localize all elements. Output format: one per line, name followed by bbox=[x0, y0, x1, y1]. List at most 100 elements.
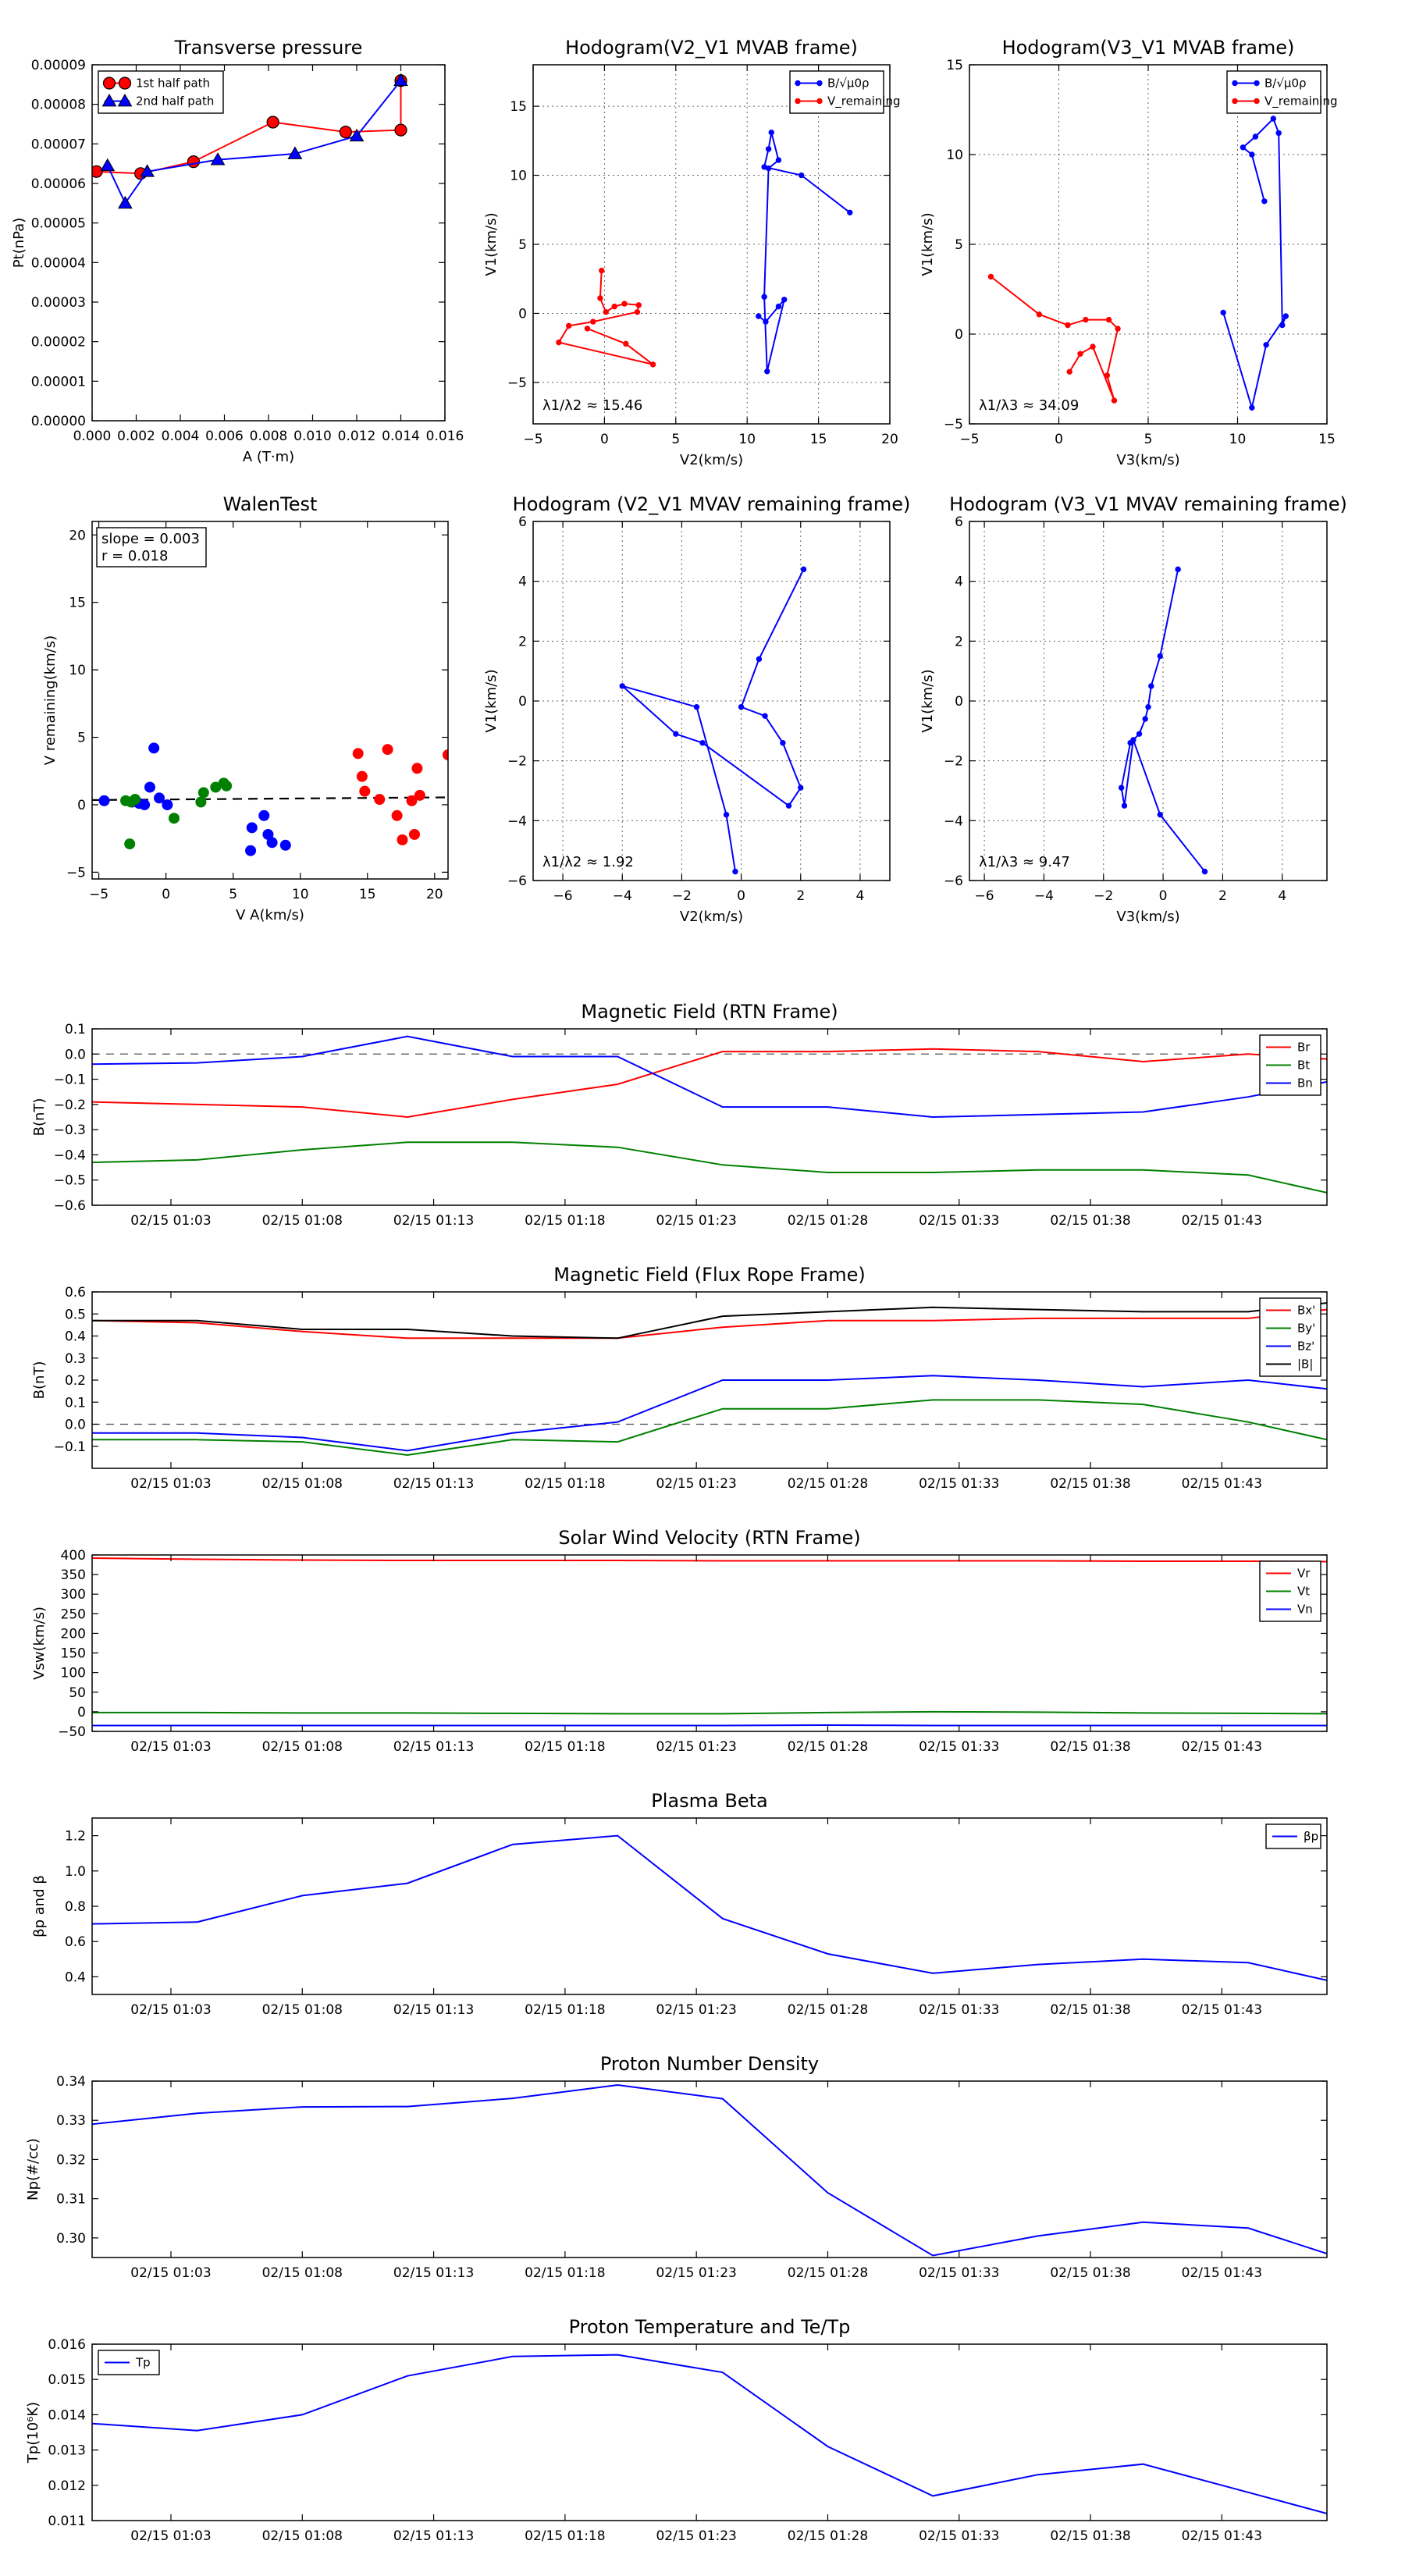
plot-area bbox=[92, 1035, 1327, 1194]
legend-label: Vt bbox=[1297, 1585, 1310, 1599]
data-point bbox=[210, 781, 222, 793]
data-point bbox=[603, 308, 609, 315]
x-tick-label: 02/15 01:43 bbox=[1182, 2528, 1262, 2544]
y-tick-label: −0.3 bbox=[54, 1123, 86, 1138]
y-axis-label: B(nT) bbox=[31, 1098, 48, 1137]
y-tick-label: 0.00009 bbox=[31, 58, 86, 73]
series-line-1 bbox=[92, 1399, 1327, 1457]
data-point bbox=[599, 267, 605, 274]
data-point bbox=[621, 301, 628, 307]
y-tick-label: 0.013 bbox=[48, 2443, 86, 2459]
eigen-ratio-annotation: λ1/λ2 ≈ 15.46 bbox=[542, 397, 642, 414]
data-point bbox=[765, 146, 772, 152]
y-tick-label: −6 bbox=[944, 873, 963, 889]
legend: B/√μ0ρ V_remaining bbox=[789, 70, 901, 114]
x-tick-label: 02/15 01:28 bbox=[788, 1213, 868, 1229]
y-axis-label: B(nT) bbox=[31, 1361, 48, 1400]
y-tick-label: 0.00007 bbox=[31, 137, 86, 152]
data-point bbox=[847, 209, 853, 216]
y-tick-label: 0.6 bbox=[65, 1285, 86, 1300]
legend-label: B/√μ0ρ bbox=[1264, 76, 1307, 91]
series-line-1 bbox=[990, 276, 1119, 401]
data-point bbox=[723, 811, 730, 818]
y-tick-label: 5 bbox=[77, 731, 86, 746]
series-line-0 bbox=[1222, 117, 1287, 411]
data-point bbox=[556, 339, 562, 346]
legend-label: Vn bbox=[1297, 1603, 1313, 1617]
x-tick-label: −4 bbox=[1034, 888, 1054, 904]
data-point bbox=[1249, 404, 1255, 411]
data-point bbox=[414, 789, 425, 801]
y-tick-label: 2 bbox=[518, 634, 527, 649]
y-tick-label: 400 bbox=[61, 1548, 86, 1564]
data-point bbox=[100, 158, 116, 172]
x-tick-label: 02/15 01:43 bbox=[1182, 1476, 1262, 1492]
data-point bbox=[339, 126, 352, 139]
x-axis-label: V3(km/s) bbox=[1116, 909, 1179, 925]
legend-marker bbox=[118, 76, 132, 90]
y-tick-label: 0.31 bbox=[56, 2192, 86, 2208]
y-tick-label: 15 bbox=[69, 596, 86, 611]
x-tick-label: 20 bbox=[881, 432, 898, 447]
data-point bbox=[411, 763, 423, 774]
chart-title: Transverse pressure bbox=[174, 37, 363, 59]
chart-np: Proton Number Density 02/15 01:03 02/15 01… bbox=[25, 2053, 1328, 2281]
x-tick-label: 02/15 01:03 bbox=[130, 2002, 211, 2018]
data-point bbox=[382, 744, 393, 756]
y-tick-label: 5 bbox=[955, 237, 963, 253]
data-point bbox=[738, 703, 745, 710]
y-tick-label: 4 bbox=[955, 575, 963, 590]
x-tick-label: 2 bbox=[1218, 888, 1227, 904]
stats-box bbox=[96, 527, 207, 568]
y-tick-label: 20 bbox=[69, 528, 86, 543]
x-tick-label: 02/15 01:23 bbox=[656, 2528, 736, 2544]
x-tick-label: 0 bbox=[1055, 432, 1063, 447]
series-line-1 bbox=[557, 270, 654, 365]
y-tick-label: 0.00005 bbox=[31, 216, 86, 232]
y-tick-label: 0.3 bbox=[65, 1351, 86, 1367]
y-tick-label: 0.1 bbox=[65, 1395, 86, 1411]
y-tick-label: 0.4 bbox=[65, 1969, 86, 1985]
legend-frame bbox=[1259, 1297, 1321, 1377]
x-tick-label: 5 bbox=[1144, 432, 1153, 447]
series-line-3 bbox=[92, 1302, 1327, 1340]
x-tick-label: 0.012 bbox=[338, 429, 376, 444]
y-tick-label: 0.011 bbox=[48, 2514, 86, 2529]
y-tick-label: 6 bbox=[518, 514, 527, 530]
y-tick-label: 300 bbox=[61, 1587, 86, 1603]
data-point bbox=[1142, 716, 1148, 722]
chart-mag_rtn: Magnetic Field (RTN Frame) 02/15 01:03 02/… bbox=[31, 1001, 1328, 1229]
data-point bbox=[1145, 703, 1151, 710]
chart-title: WalenTest bbox=[223, 493, 318, 515]
data-point bbox=[1083, 316, 1089, 323]
x-tick-label: 02/15 01:43 bbox=[1182, 2002, 1262, 2018]
data-point bbox=[732, 868, 738, 875]
data-point bbox=[1279, 322, 1286, 329]
y-tick-label: 150 bbox=[61, 1646, 86, 1662]
legend-marker bbox=[1254, 80, 1260, 87]
y-axis-label: Tp(10⁶K) bbox=[25, 2402, 41, 2464]
legend-label: Bz' bbox=[1297, 1340, 1314, 1354]
x-tick-label: 4 bbox=[1278, 888, 1286, 904]
series-line-0 bbox=[758, 132, 851, 372]
data-point bbox=[1263, 342, 1269, 348]
x-tick-label: 02/15 01:08 bbox=[262, 2528, 343, 2544]
x-tick-label: 02/15 01:08 bbox=[262, 1739, 343, 1755]
x-tick-label: 20 bbox=[426, 887, 443, 902]
x-tick-label: 02/15 01:28 bbox=[788, 2528, 868, 2544]
data-point bbox=[258, 809, 270, 821]
x-tick-label: 02/15 01:23 bbox=[656, 1213, 736, 1229]
data-point bbox=[798, 172, 805, 179]
legend: Tp bbox=[98, 2350, 160, 2375]
plot-frame bbox=[91, 1554, 1328, 1732]
data-point bbox=[154, 792, 165, 804]
y-tick-label: 200 bbox=[61, 1626, 86, 1642]
data-point bbox=[1111, 397, 1118, 404]
x-tick-label: 0.010 bbox=[293, 429, 332, 444]
x-tick-label: 15 bbox=[359, 887, 376, 902]
data-point bbox=[144, 781, 155, 793]
y-axis-label: Np(#/cc) bbox=[25, 2138, 41, 2201]
data-point bbox=[761, 294, 767, 300]
legend-label: 1st half path bbox=[136, 76, 210, 91]
data-point bbox=[408, 828, 420, 840]
